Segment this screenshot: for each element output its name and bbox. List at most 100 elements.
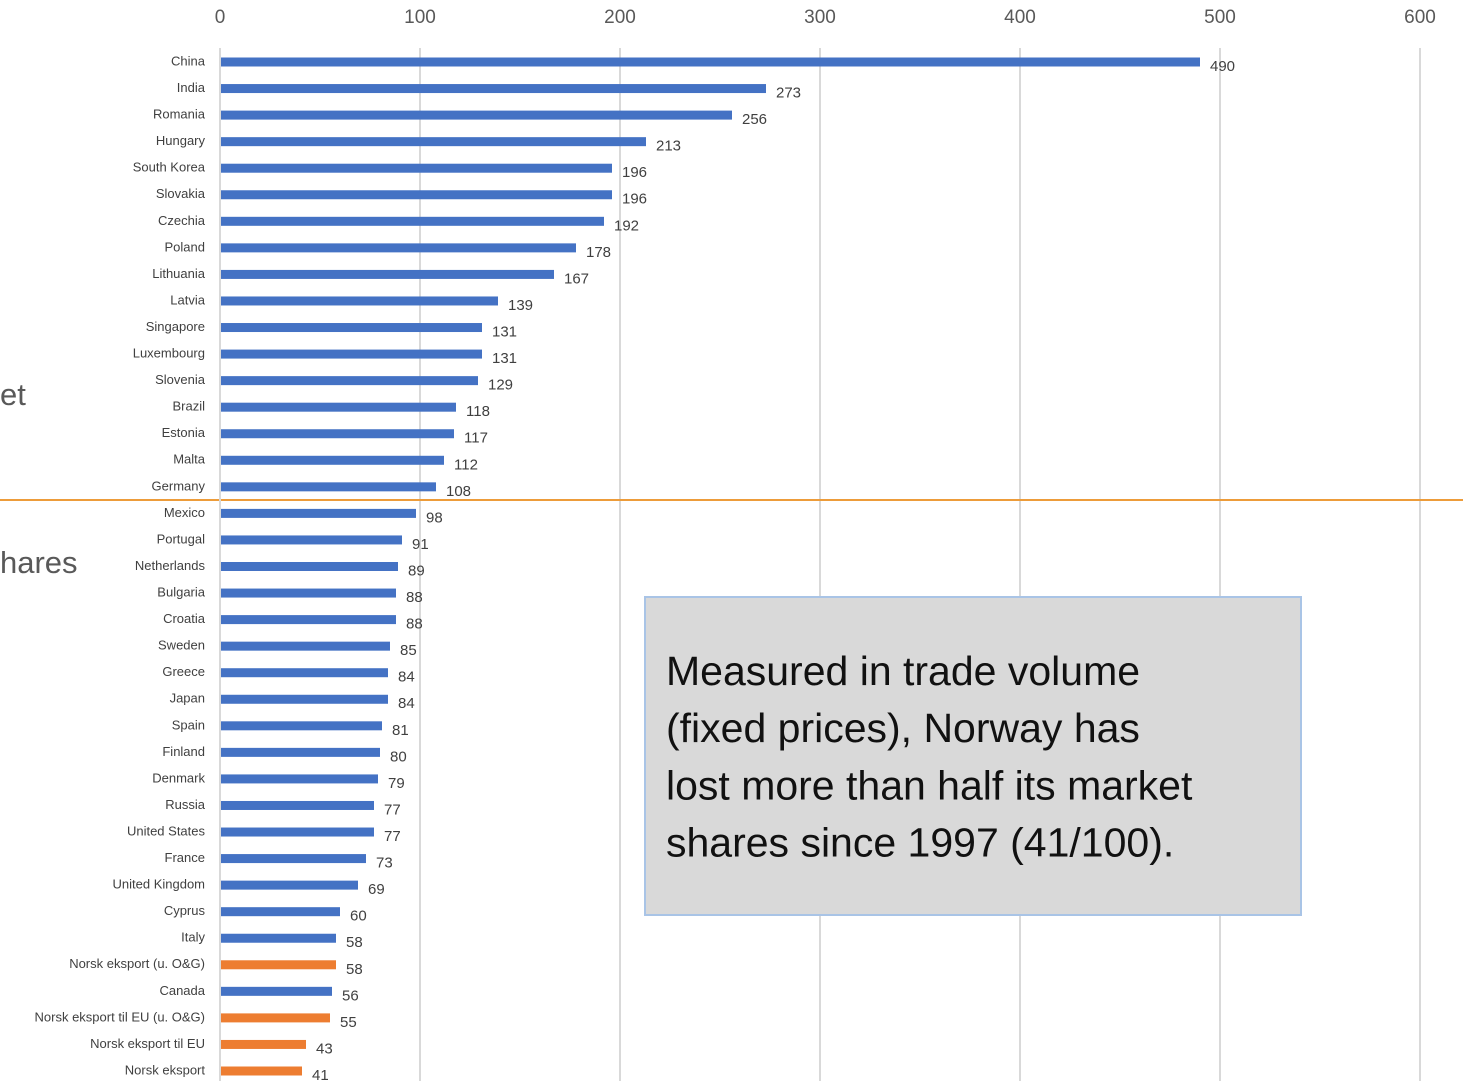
category-label: Czechia [158, 213, 206, 228]
bar [220, 615, 396, 625]
bar [220, 402, 456, 412]
value-label: 118 [466, 403, 490, 420]
value-label: 77 [384, 801, 401, 818]
category-label: Slovenia [155, 372, 206, 387]
value-label: 129 [488, 377, 513, 394]
bar [220, 694, 388, 704]
category-label: Estonia [162, 425, 206, 440]
category-label: Luxembourg [133, 346, 205, 361]
annotation-box [644, 596, 1302, 916]
category-label: Singapore [146, 319, 205, 334]
value-label: 213 [656, 138, 681, 155]
category-label: Malta [173, 452, 206, 467]
bar [220, 986, 332, 996]
bar [220, 1039, 306, 1049]
category-label: Slovakia [156, 186, 206, 201]
bar [220, 57, 1200, 67]
x-tick-label: 100 [404, 7, 436, 28]
value-label: 69 [368, 881, 385, 898]
bar [220, 907, 340, 917]
bar [220, 1066, 302, 1076]
bar [220, 562, 398, 571]
category-label: Croatia [163, 611, 206, 626]
annotation-text: shares since 1997 (41/100). [666, 820, 1174, 866]
category-label: Germany [152, 478, 206, 493]
category-label: Greece [162, 664, 205, 679]
bar [220, 349, 482, 359]
category-label: Finland [162, 744, 205, 759]
value-label: 79 [388, 775, 405, 792]
bar [220, 482, 436, 492]
category-label: Norsk eksport [125, 1062, 206, 1077]
value-label: 73 [376, 855, 393, 872]
bar [220, 429, 454, 439]
category-label: Italy [181, 930, 205, 945]
bar [220, 641, 390, 651]
value-label: 84 [398, 669, 415, 686]
value-label: 77 [384, 828, 401, 845]
category-label: Norsk eksport til EU [90, 1036, 205, 1051]
value-label: 131 [492, 323, 517, 340]
annotation-text: (fixed prices), Norway has [666, 705, 1140, 751]
bar [220, 296, 498, 306]
value-label: 196 [622, 191, 647, 208]
bar [220, 800, 374, 810]
category-label: France [165, 850, 205, 865]
category-label: Canada [159, 983, 205, 998]
category-label: Spain [172, 717, 205, 732]
category-label: South Korea [133, 160, 206, 175]
category-label: Sweden [158, 638, 205, 653]
bar [220, 216, 604, 226]
bar [220, 137, 646, 147]
value-label: 43 [316, 1040, 333, 1057]
x-tick-label: 300 [804, 7, 836, 28]
category-label: China [171, 53, 206, 68]
x-tick-label: 0 [215, 7, 226, 28]
x-tick-label: 400 [1004, 7, 1036, 28]
category-label: Romania [153, 107, 206, 122]
bar [220, 163, 612, 173]
value-label: 167 [564, 270, 589, 287]
category-label: United States [127, 823, 206, 838]
bar [220, 933, 336, 943]
value-label: 88 [406, 589, 423, 606]
bar [220, 376, 478, 386]
value-label: 85 [400, 642, 417, 659]
category-label: Mexico [164, 505, 205, 520]
category-label: Lithuania [152, 266, 206, 281]
value-label: 80 [390, 748, 407, 765]
bar [220, 323, 482, 333]
value-label: 84 [398, 695, 415, 712]
bar [220, 880, 358, 890]
value-label: 89 [408, 562, 425, 579]
bar [220, 535, 402, 545]
value-label: 60 [350, 908, 367, 925]
value-label: 178 [586, 244, 611, 261]
bar [220, 747, 380, 757]
value-label: 131 [492, 350, 517, 367]
side-text: hares [0, 545, 78, 580]
category-label: Norsk eksport til EU (u. O&G) [35, 1009, 205, 1024]
category-label: Latvia [170, 292, 205, 307]
category-label: United Kingdom [113, 877, 206, 892]
bar [220, 854, 366, 864]
category-label: Cyprus [164, 903, 206, 918]
value-label: 139 [508, 297, 533, 314]
category-label: Russia [165, 797, 206, 812]
bar [220, 1013, 330, 1023]
bar [220, 960, 336, 970]
category-label: India [177, 80, 206, 95]
side-text: et [0, 377, 26, 412]
bar [220, 827, 374, 837]
bar [220, 588, 396, 598]
bar [220, 243, 576, 253]
category-label: Portugal [157, 531, 206, 546]
value-label: 256 [742, 111, 767, 128]
value-label: 81 [392, 722, 409, 739]
category-label: Poland [165, 239, 205, 254]
value-label: 196 [622, 164, 647, 181]
category-label: Japan [170, 691, 205, 706]
bar [220, 668, 388, 678]
annotation-text: Measured in trade volume [666, 648, 1140, 694]
bar [220, 110, 732, 120]
